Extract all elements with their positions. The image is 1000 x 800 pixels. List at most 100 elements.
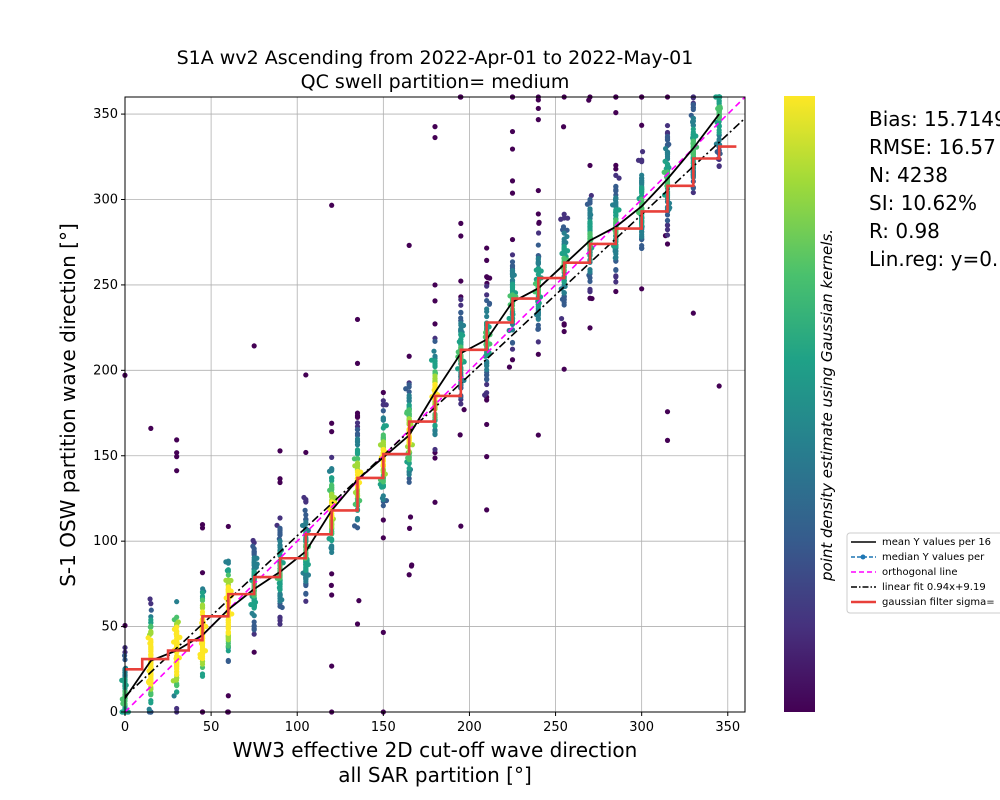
scatter-point (354, 427, 361, 433)
scatter-point (458, 233, 464, 239)
scatter-point (432, 499, 438, 505)
scatter-point (174, 450, 180, 456)
legend-label-orthogonal: orthogonal line (882, 567, 958, 578)
scatter-point (535, 242, 541, 248)
legend: mean Y values per 16 median Y values per… (846, 532, 1000, 614)
scatter-point (486, 301, 492, 307)
scatter-point (509, 128, 516, 135)
scatter-point (174, 454, 180, 460)
scatter-point (613, 273, 619, 279)
scatter-point (380, 503, 386, 509)
scatter-point (458, 302, 464, 308)
scatter-point (690, 106, 696, 113)
scatter-point (432, 282, 438, 288)
scatter-point (174, 641, 181, 647)
scatter-point (664, 122, 671, 129)
scatter-point (613, 166, 619, 172)
x-tick-label: 0 (121, 720, 129, 735)
scatter-point (174, 689, 180, 695)
scatter-point (587, 325, 593, 331)
scatter-point (251, 623, 257, 629)
scatter-point (277, 621, 283, 627)
scatter-point (639, 159, 645, 165)
scatter-point (174, 468, 180, 474)
scatter-point (148, 601, 154, 607)
scatter-point (664, 241, 671, 247)
scatter-point (484, 257, 490, 263)
y-tick-label: 0 (110, 705, 118, 720)
scatter-point (406, 353, 412, 359)
scatter-point (148, 675, 154, 681)
scatter-point (535, 97, 541, 103)
scatter-point (664, 227, 671, 233)
scatter-point (690, 189, 696, 196)
scatter-point (147, 624, 153, 630)
scatter-point (406, 475, 412, 482)
y-axis-label: S-1 OSW partition wave direction [°] (56, 223, 80, 587)
scatter-point (506, 364, 513, 370)
scatter-point (535, 432, 541, 438)
scatter-point (484, 381, 490, 388)
y-axis-ticks: 0 50 100 150 200 250 300 350 (93, 107, 125, 720)
scatter-point (408, 563, 415, 569)
scatter-point (484, 390, 490, 396)
scatter-point (639, 122, 645, 128)
scatter-point (199, 590, 206, 596)
x-tick-label: 100 (285, 720, 310, 735)
scatter-point (146, 706, 152, 712)
x-tick-label: 150 (371, 720, 396, 735)
scatter-point (174, 437, 180, 443)
scatter-point (584, 201, 591, 207)
scatter-point (509, 252, 516, 258)
scatter-point (484, 507, 490, 513)
scatter-point (406, 525, 413, 531)
scatter-point (356, 598, 362, 604)
scatter-point (716, 136, 722, 142)
scatter-point (354, 456, 361, 462)
scatter-point (277, 448, 283, 454)
y-tick-label: 350 (93, 107, 118, 122)
scatter-point (432, 364, 438, 370)
scatter-point (299, 522, 306, 529)
scatter-point (616, 175, 622, 181)
scatter-point (403, 386, 409, 392)
scatter-point (303, 499, 309, 505)
scatter-point (354, 414, 361, 420)
scatter-point (535, 211, 541, 217)
y-tick-label: 150 (93, 449, 118, 464)
x-tick-label: 300 (629, 720, 654, 735)
scatter-point (716, 163, 722, 169)
scatter-point (225, 523, 231, 530)
scatter-point (560, 124, 567, 130)
y-tick-label: 200 (93, 363, 118, 378)
scatter-point (587, 266, 593, 273)
y-tick-label: 250 (93, 278, 118, 293)
scatter-point (380, 425, 386, 431)
scatter-point (458, 220, 464, 226)
scatter-point (380, 417, 386, 423)
scatter-point (277, 532, 283, 538)
scatter-point (354, 316, 361, 323)
scatter-point (484, 313, 490, 320)
scatter-point (174, 705, 180, 712)
scatter-point (664, 217, 671, 224)
legend-box (846, 532, 1000, 614)
scatter-point (432, 124, 438, 130)
scatter-point (380, 402, 386, 408)
scatter-point (509, 190, 516, 196)
scatter-point (484, 421, 490, 428)
scatter-point (329, 420, 335, 426)
scatter-point (535, 339, 541, 345)
scatter-point (690, 122, 696, 129)
scatter-point (406, 398, 412, 404)
scatter-point (380, 535, 386, 541)
stats-panel: Bias: 15.7149 RMSE: 16.57 N: 4238 SI: 10… (869, 107, 1000, 271)
scatter-point (225, 568, 231, 574)
scatter-point (509, 178, 516, 184)
scatter-point (458, 401, 464, 407)
scatter-point (303, 590, 309, 596)
scatter-point (329, 478, 335, 484)
scatter-point (199, 525, 206, 531)
scatter-point (613, 110, 619, 116)
scatter-point (326, 536, 332, 542)
